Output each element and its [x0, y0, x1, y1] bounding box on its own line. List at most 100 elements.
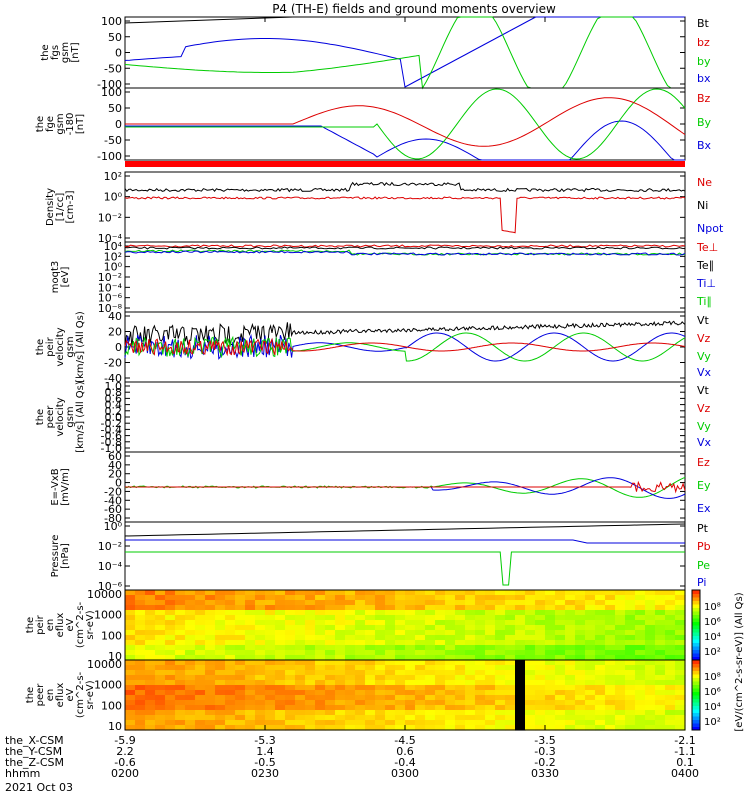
heatmap-cell — [215, 710, 226, 716]
heatmap-cell — [405, 630, 416, 636]
heatmap-cell — [495, 655, 506, 661]
heatmap-cell — [145, 620, 156, 626]
heatmap-cell — [135, 620, 146, 626]
heatmap-cell — [545, 705, 556, 711]
heatmap-cell — [635, 650, 646, 656]
heatmap-cell — [485, 605, 496, 611]
legend-entry: Vx — [697, 366, 712, 379]
heatmap-cell — [595, 605, 606, 611]
heatmap-cell — [665, 595, 676, 601]
heatmap-cell — [415, 715, 426, 721]
heatmap-cell — [355, 690, 366, 696]
heatmap-cell — [145, 680, 156, 686]
heatmap-cell — [525, 595, 536, 601]
heatmap-cell — [305, 590, 316, 596]
heatmap-cell — [305, 695, 316, 701]
heatmap-cell — [185, 660, 196, 666]
heatmap-cell — [625, 680, 636, 686]
heatmap-cell — [595, 710, 606, 716]
heatmap-cell — [155, 715, 166, 721]
heatmap-cell — [675, 650, 686, 656]
heatmap-cell — [535, 650, 546, 656]
heatmap-cell — [395, 635, 406, 641]
heatmap-cell — [435, 725, 446, 731]
heatmap-cell — [215, 615, 226, 621]
colorbar-step — [692, 628, 700, 633]
y-axis-label: the peir velocity gsm [km/s] (All Qs) — [35, 311, 86, 383]
heatmap-cell — [175, 605, 186, 611]
heatmap-cell — [135, 670, 146, 676]
heatmap-cell — [305, 710, 316, 716]
heatmap-cell — [195, 690, 206, 696]
heatmap-cell — [325, 685, 336, 691]
heatmap-cell — [145, 710, 156, 716]
heatmap-cell — [475, 675, 486, 681]
heatmap-cell — [635, 725, 646, 731]
heatmap-cell — [265, 590, 276, 596]
heatmap-cell — [615, 610, 626, 616]
heatmap-cell — [335, 700, 346, 706]
heatmap-cell — [505, 680, 516, 686]
heatmap-cell — [425, 725, 436, 731]
heatmap-cell — [475, 655, 486, 661]
heatmap-cell — [215, 720, 226, 726]
heatmap-cell — [225, 590, 236, 596]
y-tick-label: -50 — [104, 62, 122, 75]
heatmap-cell — [575, 635, 586, 641]
heatmap-cell — [665, 605, 676, 611]
heatmap-cell — [135, 590, 146, 596]
heatmap-cell — [195, 635, 206, 641]
heatmap-cell — [485, 725, 496, 731]
heatmap-cell — [255, 680, 266, 686]
heatmap-cell — [575, 675, 586, 681]
heatmap-cell — [425, 670, 436, 676]
x-row-value: -0.6 — [114, 756, 135, 769]
heatmap-cell — [255, 605, 266, 611]
heatmap-cell — [575, 605, 586, 611]
heatmap-cell — [625, 705, 636, 711]
heatmap-cell — [405, 605, 416, 611]
heatmap-cell — [405, 705, 416, 711]
heatmap-cell — [305, 645, 316, 651]
y-tick-label: -60 — [104, 503, 122, 516]
heatmap-cell — [495, 675, 506, 681]
heatmap-cell — [305, 625, 316, 631]
heatmap-cell — [655, 620, 666, 626]
series-ti-perp — [124, 250, 686, 256]
panel-frame — [124, 521, 686, 591]
heatmap-cell — [485, 635, 496, 641]
heatmap-cell — [265, 715, 276, 721]
heatmap-cell — [205, 690, 216, 696]
legend-entry: bz — [697, 36, 710, 49]
heatmap-cell — [145, 700, 156, 706]
heatmap-cell — [405, 710, 416, 716]
heatmap-cell — [615, 685, 626, 691]
heatmap-cell — [205, 680, 216, 686]
panel-6: 1.00.80.60.40.20.0-0.2-0.4-0.6-0.8-1.0th… — [35, 380, 712, 455]
heatmap-cell — [235, 615, 246, 621]
heatmap-cell — [295, 715, 306, 721]
y-axis-label: the peir en eflux eV (cm^2-s-sr-eV) — [25, 601, 96, 648]
heatmap-cell — [395, 595, 406, 601]
heatmap-cell — [465, 715, 476, 721]
heatmap-cell — [185, 715, 196, 721]
heatmap-cell — [175, 620, 186, 626]
heatmap-cell — [665, 715, 676, 721]
heatmap-cell — [275, 655, 286, 661]
heatmap-cell — [635, 720, 646, 726]
heatmap-cell — [515, 635, 526, 641]
heatmap-cell — [535, 655, 546, 661]
heatmap-cell — [605, 590, 616, 596]
heatmap-cell — [345, 590, 356, 596]
heatmap-cell — [365, 690, 376, 696]
heatmap-cell — [275, 725, 286, 731]
series-vy — [124, 332, 686, 362]
quality-bar — [125, 161, 685, 167]
colorbar-step — [692, 670, 700, 675]
heatmap-cell — [425, 665, 436, 671]
heatmap-cell — [385, 625, 396, 631]
heatmap-cell — [655, 645, 666, 651]
heatmap-cell — [255, 640, 266, 646]
heatmap-cell — [675, 610, 686, 616]
heatmap-cell — [435, 660, 446, 666]
